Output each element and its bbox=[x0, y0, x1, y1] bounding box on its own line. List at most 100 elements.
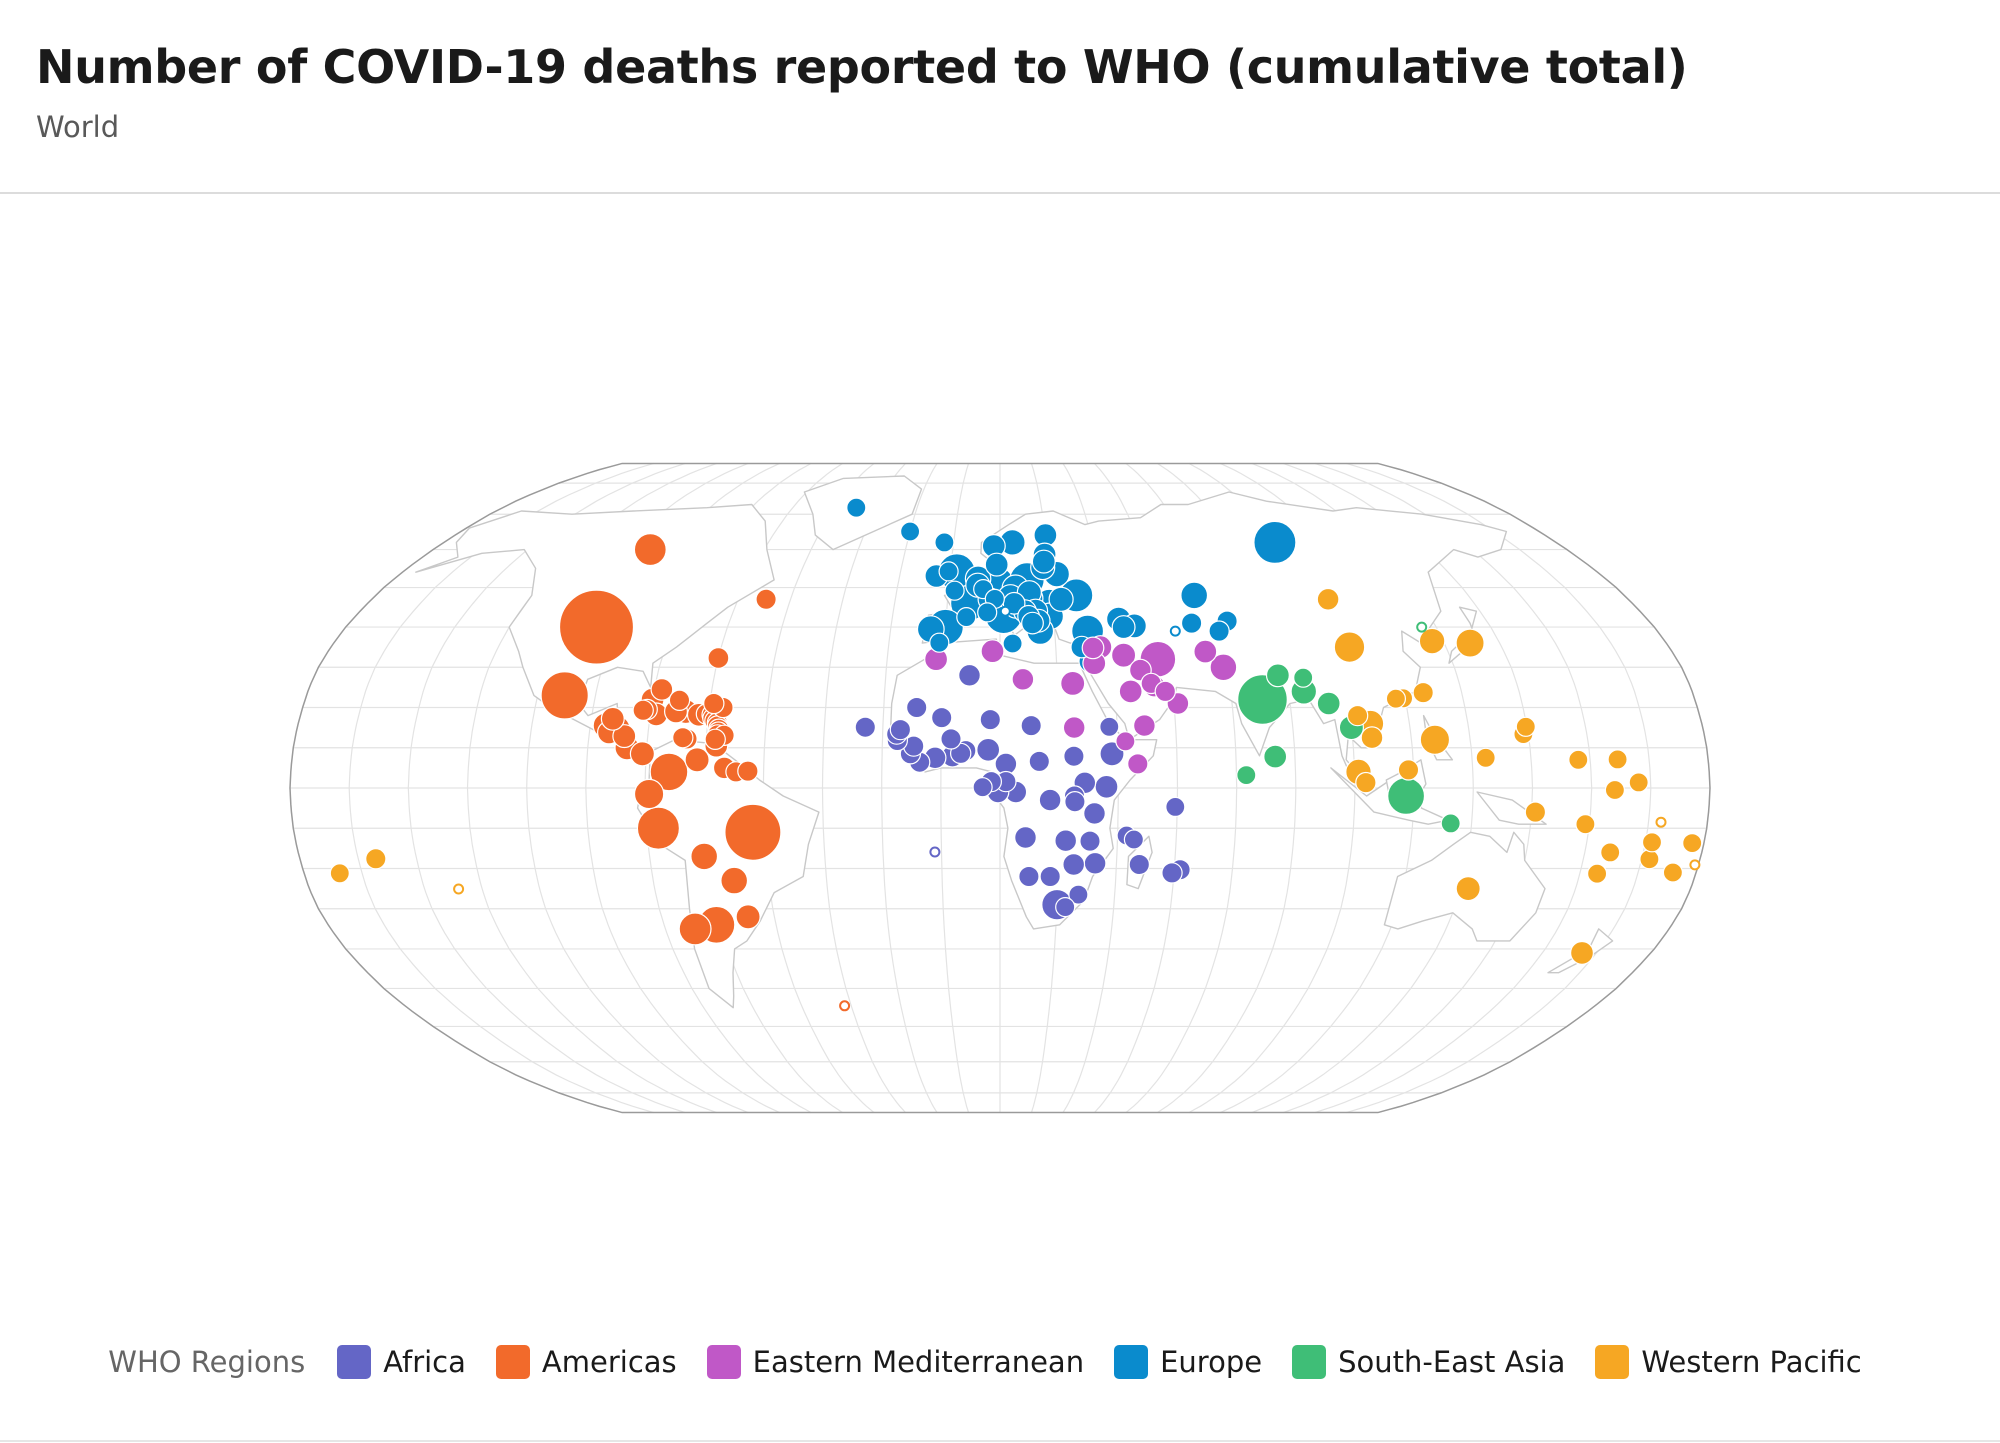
bubble-africa[interactable] bbox=[940, 728, 962, 750]
bubble-africa[interactable] bbox=[854, 716, 877, 738]
bubble-europe[interactable] bbox=[1048, 586, 1074, 612]
bubble-wpro[interactable] bbox=[1568, 749, 1589, 770]
bubble-africa[interactable] bbox=[976, 737, 1001, 762]
bubble-africa[interactable] bbox=[1068, 884, 1089, 905]
bubble-africa[interactable] bbox=[1028, 750, 1051, 773]
bubble-americas[interactable] bbox=[558, 589, 635, 665]
bubble-africa[interactable] bbox=[1054, 829, 1078, 853]
bubble-africa[interactable] bbox=[979, 708, 1002, 731]
bubble-europe[interactable] bbox=[956, 606, 977, 628]
bubble-searo[interactable] bbox=[1293, 667, 1314, 688]
legend-item-south-east-asia[interactable]: South-East Asia bbox=[1292, 1345, 1565, 1379]
bubble-americas[interactable] bbox=[755, 588, 777, 611]
bubble-europe[interactable] bbox=[929, 632, 950, 653]
bubble-americas[interactable] bbox=[600, 706, 625, 731]
bubble-searo[interactable] bbox=[1237, 674, 1288, 725]
bubble-wpro[interactable] bbox=[1600, 842, 1621, 863]
bubble-searo[interactable] bbox=[1316, 691, 1341, 716]
bubble-africa[interactable] bbox=[1062, 853, 1086, 876]
bubble-europe[interactable] bbox=[1169, 625, 1181, 637]
bubble-africa[interactable] bbox=[889, 718, 912, 741]
bubble-africa[interactable] bbox=[1094, 774, 1119, 799]
bubble-wpro[interactable] bbox=[1641, 832, 1663, 853]
bubble-africa[interactable] bbox=[906, 696, 928, 719]
bubble-wpro[interactable] bbox=[1346, 704, 1369, 727]
bubble-americas[interactable] bbox=[737, 760, 759, 782]
bubble-searo[interactable] bbox=[1265, 663, 1290, 688]
bubble-africa[interactable] bbox=[1020, 714, 1042, 737]
legend-item-eastern-mediterranean[interactable]: Eastern Mediterranean bbox=[706, 1345, 1084, 1379]
bubble-europe[interactable] bbox=[1253, 520, 1297, 565]
bubble-emro[interactable] bbox=[1081, 636, 1105, 660]
bubble-emro[interactable] bbox=[1209, 653, 1238, 682]
bubble-africa[interactable] bbox=[931, 706, 953, 729]
bubble-wpro[interactable] bbox=[1475, 747, 1496, 768]
bubble-europe[interactable] bbox=[999, 605, 1011, 617]
bubble-africa[interactable] bbox=[958, 663, 981, 687]
bubble-africa[interactable] bbox=[1123, 829, 1145, 850]
bubble-europe[interactable] bbox=[1031, 549, 1056, 574]
bubble-africa[interactable] bbox=[1099, 716, 1120, 737]
bubble-searo[interactable] bbox=[1440, 813, 1461, 834]
bubble-europe[interactable] bbox=[1111, 615, 1136, 640]
bubble-africa[interactable] bbox=[929, 846, 941, 858]
bubble-wpro[interactable] bbox=[329, 863, 350, 884]
bubble-americas[interactable] bbox=[839, 1000, 851, 1012]
legend-item-europe[interactable]: Europe bbox=[1114, 1345, 1262, 1379]
bubble-americas[interactable] bbox=[720, 866, 749, 895]
bubble-emro[interactable] bbox=[1110, 642, 1137, 668]
bubble-wpro[interactable] bbox=[1419, 724, 1451, 755]
bubble-emro[interactable] bbox=[1118, 679, 1143, 704]
bubble-emro[interactable] bbox=[1062, 716, 1086, 739]
bubble-americas[interactable] bbox=[703, 692, 725, 715]
bubble-americas[interactable] bbox=[678, 912, 712, 946]
bubble-americas[interactable] bbox=[704, 728, 726, 751]
bubble-americas[interactable] bbox=[636, 806, 681, 850]
bubble-wpro[interactable] bbox=[1355, 771, 1377, 794]
bubble-wpro[interactable] bbox=[1607, 749, 1628, 770]
bubble-wpro[interactable] bbox=[1333, 631, 1366, 663]
bubble-americas[interactable] bbox=[633, 778, 665, 810]
bubble-searo[interactable] bbox=[1387, 776, 1426, 815]
bubble-europe[interactable] bbox=[1180, 612, 1203, 634]
bubble-africa[interactable] bbox=[1083, 851, 1107, 875]
bubble-africa[interactable] bbox=[1039, 865, 1061, 888]
bubble-americas[interactable] bbox=[735, 904, 761, 930]
bubble-wpro[interactable] bbox=[365, 848, 387, 870]
bubble-europe[interactable] bbox=[944, 580, 965, 601]
bubble-africa[interactable] bbox=[1055, 896, 1076, 918]
bubble-wpro[interactable] bbox=[1575, 814, 1596, 835]
bubble-searo[interactable] bbox=[1416, 621, 1428, 633]
bubble-wpro[interactable] bbox=[1418, 627, 1446, 655]
legend-item-africa[interactable]: Africa bbox=[337, 1345, 466, 1379]
bubble-europe[interactable] bbox=[899, 521, 921, 542]
legend-item-western-pacific[interactable]: Western Pacific bbox=[1595, 1345, 1862, 1379]
bubble-wpro[interactable] bbox=[1524, 801, 1547, 823]
bubble-europe[interactable] bbox=[1180, 581, 1209, 610]
bubble-africa[interactable] bbox=[1165, 796, 1186, 818]
bubble-searo[interactable] bbox=[1263, 744, 1288, 769]
bubble-wpro[interactable] bbox=[1604, 779, 1626, 801]
bubble-wpro[interactable] bbox=[1682, 832, 1703, 854]
bubble-wpro[interactable] bbox=[1569, 940, 1594, 965]
bubble-americas[interactable] bbox=[540, 671, 589, 720]
bubble-africa[interactable] bbox=[1063, 745, 1085, 767]
bubble-wpro[interactable] bbox=[1397, 759, 1420, 781]
bubble-africa[interactable] bbox=[1083, 802, 1106, 825]
bubble-wpro[interactable] bbox=[1655, 816, 1667, 828]
bubble-europe[interactable] bbox=[1021, 611, 1044, 635]
bubble-emro[interactable] bbox=[1060, 670, 1086, 697]
bubble-wpro[interactable] bbox=[453, 883, 465, 895]
bubble-americas[interactable] bbox=[672, 727, 694, 749]
bubble-emro[interactable] bbox=[1127, 753, 1149, 775]
bubble-africa[interactable] bbox=[1038, 788, 1062, 812]
bubble-wpro[interactable] bbox=[1639, 849, 1660, 870]
bubble-americas[interactable] bbox=[650, 678, 674, 701]
bubble-africa[interactable] bbox=[1014, 826, 1037, 849]
bubble-americas[interactable] bbox=[612, 724, 637, 749]
bubble-wpro[interactable] bbox=[1586, 863, 1608, 884]
bubble-wpro[interactable] bbox=[1316, 587, 1340, 611]
bubble-emro[interactable] bbox=[1132, 714, 1156, 737]
legend-item-americas[interactable]: Americas bbox=[495, 1345, 677, 1379]
